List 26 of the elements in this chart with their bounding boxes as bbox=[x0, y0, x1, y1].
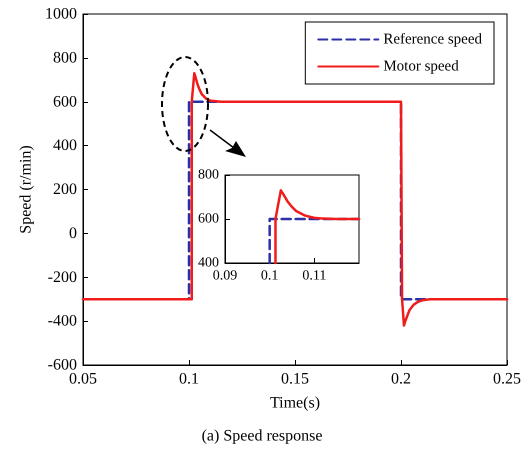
x-tick-label: 0.2 bbox=[391, 370, 411, 388]
y-tick-label: -400 bbox=[48, 312, 77, 330]
line-series bbox=[274, 189, 360, 264]
x-tick-label: 0.15 bbox=[281, 370, 309, 388]
y-tick-label: 400 bbox=[53, 137, 77, 154]
x-tick-label: 0.1 bbox=[260, 268, 278, 284]
y-axis-title: Speed (r/min) bbox=[18, 145, 35, 234]
x-axis-title: Time(s) bbox=[270, 394, 320, 412]
legend-label: Reference speed bbox=[383, 32, 482, 48]
text: (a) Speed response bbox=[202, 428, 322, 444]
x-tick-label: 0.25 bbox=[493, 370, 521, 388]
x-tick-label: 0.11 bbox=[302, 268, 326, 284]
y-tick-label: 600 bbox=[198, 212, 219, 226]
x-tick-label: 0.09 bbox=[212, 268, 238, 284]
y-tick-label: 600 bbox=[53, 93, 77, 110]
y-tick-label: -200 bbox=[48, 268, 77, 286]
y-tick-label: 800 bbox=[53, 49, 77, 66]
y-tick-label: 0 bbox=[69, 224, 77, 242]
y-tick-label: 400 bbox=[198, 256, 219, 270]
x-tick-label: 0.1 bbox=[179, 370, 199, 388]
legend-label: Motor speed bbox=[383, 58, 460, 74]
y-tick-label: 1000 bbox=[45, 6, 77, 22]
x-tick-label: 0.05 bbox=[69, 370, 97, 388]
y-tick-label: -600 bbox=[48, 356, 77, 374]
y-tick-label: 200 bbox=[53, 181, 77, 198]
y-tick-label: 800 bbox=[198, 168, 219, 182]
